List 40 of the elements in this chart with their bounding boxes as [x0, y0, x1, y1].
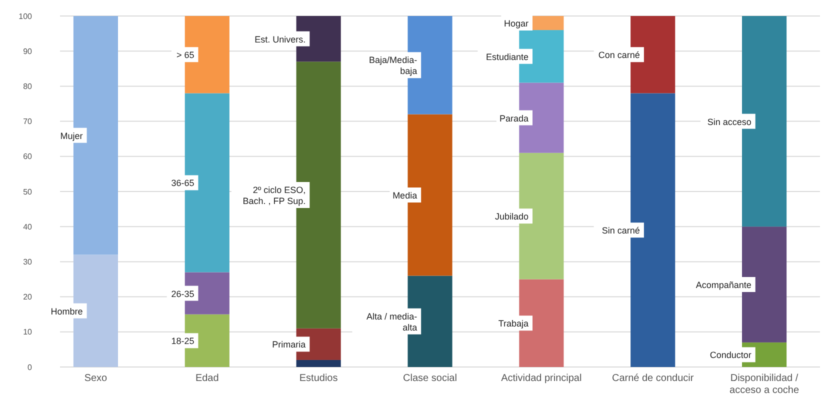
series-label: Sin acceso	[707, 116, 752, 127]
y-tick-label: 40	[23, 222, 33, 232]
series-label: Sin carné	[602, 226, 640, 236]
series-label: 26-35	[171, 288, 194, 299]
series-label: Est. Univers.	[254, 34, 306, 44]
x-tick-label: Disponibilidad / acceso a coche	[730, 373, 800, 396]
y-tick-label: 30	[23, 258, 33, 266]
y-tick-label: 50	[23, 187, 33, 196]
y-tick-label: 70	[23, 117, 33, 126]
series-label: Acompañante	[696, 280, 752, 290]
y-tick-label: 90	[23, 46, 33, 56]
series-label: Mujer	[60, 130, 83, 141]
series-label: Con carné	[598, 50, 640, 60]
x-tick-label: Carné de conducir	[612, 373, 694, 384]
y-tick-label: 20	[23, 292, 33, 302]
x-tick-label: Edad	[195, 373, 219, 384]
series-label: Parada	[499, 113, 529, 124]
x-tick-label: Estudios	[299, 373, 338, 384]
y-tick-label: 100	[18, 12, 33, 21]
x-tick-label: Actividad principal	[501, 373, 582, 384]
x-tick-label: Sexo	[84, 373, 108, 384]
y-tick-label: 0	[28, 362, 33, 372]
series-label: Estudiante	[486, 52, 529, 62]
y-tick-label: 80	[23, 82, 33, 91]
series-label: 18-25	[171, 336, 194, 346]
x-tick-label: Clase social	[403, 373, 457, 384]
series-label: Jubilado	[494, 212, 529, 222]
series-label: Alta / media- alta	[366, 311, 418, 332]
y-tick-label: 10	[23, 328, 33, 337]
y-tick-label: 60	[23, 152, 33, 162]
series-label: > 65	[176, 50, 194, 60]
series-label: Baja/Media- baja	[369, 55, 418, 76]
series-label: Hombre	[50, 306, 83, 316]
series-label: 36-65	[171, 178, 194, 188]
series-label: Hogar	[504, 18, 529, 29]
series-label: Primaria	[272, 340, 306, 350]
series-label: Trabaja	[498, 318, 529, 329]
series-label: Conductor	[710, 350, 752, 360]
series-label: 2º ciclo ESO, Bach. , FP Sup.	[242, 185, 306, 206]
series-label: Media	[392, 190, 418, 201]
